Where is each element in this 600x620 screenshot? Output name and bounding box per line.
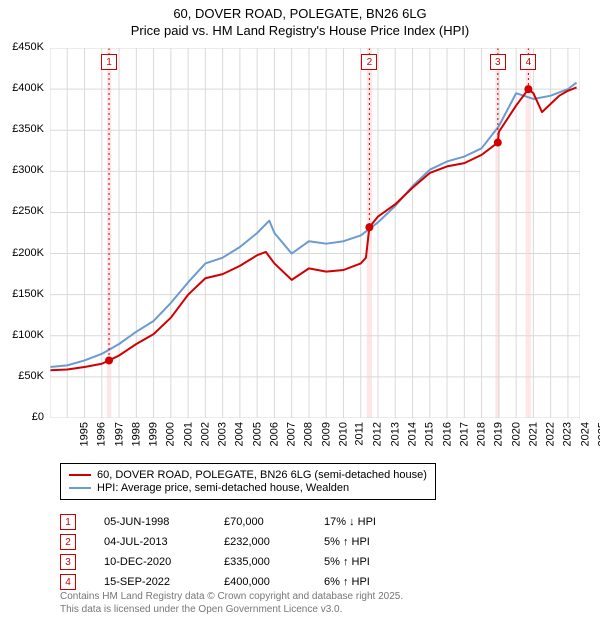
x-tick-label: 2024 — [579, 422, 591, 446]
sale-price: £400,000 — [224, 576, 324, 588]
footer-line-1: Contains HM Land Registry data © Crown c… — [60, 590, 403, 603]
y-tick-label: £50K — [0, 370, 44, 382]
sales-table: 1 05-JUN-1998£70,00017% ↓ HPI 2 04-JUL-2013… — [60, 510, 384, 594]
legend-label: 60, DOVER ROAD, POLEGATE, BN26 6LG (semi… — [97, 469, 427, 481]
sale-index: 2 — [60, 534, 76, 550]
sale-price: £70,000 — [224, 516, 324, 528]
x-tick-label: 2000 — [165, 422, 177, 446]
sale-row: 4 15-SEP-2022£400,0006% ↑ HPI — [60, 574, 384, 590]
sale-pct: 5% ↑ HPI — [324, 556, 384, 568]
x-tick-label: 2006 — [268, 422, 280, 446]
x-tick-label: 2009 — [320, 422, 332, 446]
x-tick-label: 2017 — [458, 422, 470, 446]
sale-date: 15-SEP-2022 — [104, 576, 224, 588]
chart-container: 60, DOVER ROAD, POLEGATE, BN26 6LG Price… — [0, 0, 600, 620]
x-tick-label: 2014 — [406, 422, 418, 446]
sale-pct: 17% ↓ HPI — [324, 516, 384, 528]
y-tick-label: £400K — [0, 82, 44, 94]
sale-pct: 6% ↑ HPI — [324, 576, 384, 588]
x-tick-label: 2004 — [234, 422, 246, 446]
sale-flag: 1 — [101, 54, 117, 70]
sale-row: 2 04-JUL-2013£232,0005% ↑ HPI — [60, 534, 384, 550]
x-tick-label: 2002 — [199, 422, 211, 446]
sale-price: £232,000 — [224, 536, 324, 548]
x-tick-label: 2015 — [424, 422, 436, 446]
y-tick-label: £450K — [0, 41, 44, 53]
y-tick-label: £250K — [0, 205, 44, 217]
legend-swatch — [69, 474, 91, 476]
y-tick-label: £100K — [0, 329, 44, 341]
x-tick-label: 2025 — [596, 422, 600, 446]
footer: Contains HM Land Registry data © Crown c… — [60, 590, 403, 616]
x-tick-label: 2023 — [562, 422, 574, 446]
x-tick-label: 2021 — [527, 422, 539, 446]
x-tick-label: 2001 — [182, 422, 194, 446]
footer-line-2: This data is licensed under the Open Gov… — [60, 603, 403, 616]
sale-price: £335,000 — [224, 556, 324, 568]
y-tick-label: £350K — [0, 123, 44, 135]
x-tick-label: 2019 — [493, 422, 505, 446]
x-tick-label: 2005 — [251, 422, 263, 446]
sale-flag: 4 — [520, 54, 536, 70]
x-tick-label: 2013 — [389, 422, 401, 446]
x-tick-label: 2008 — [303, 422, 315, 446]
title-main: 60, DOVER ROAD, POLEGATE, BN26 6LG — [0, 6, 600, 21]
legend-label: HPI: Average price, semi-detached house,… — [97, 482, 349, 494]
x-tick-label: 2011 — [354, 422, 366, 446]
title-sub: Price paid vs. HM Land Registry's House … — [0, 23, 600, 38]
legend: 60, DOVER ROAD, POLEGATE, BN26 6LG (semi… — [60, 463, 436, 500]
plot-area — [50, 48, 580, 418]
x-tick-label: 1995 — [78, 422, 90, 446]
y-tick-label: £300K — [0, 164, 44, 176]
x-tick-label: 2007 — [286, 422, 298, 446]
y-tick-label: £0 — [0, 411, 44, 423]
sale-index: 4 — [60, 574, 76, 590]
x-tick-label: 2003 — [217, 422, 229, 446]
y-tick-label: £150K — [0, 288, 44, 300]
sale-row: 3 10-DEC-2020£335,0005% ↑ HPI — [60, 554, 384, 570]
legend-item: HPI: Average price, semi-detached house,… — [69, 482, 427, 494]
x-tick-label: 2018 — [476, 422, 488, 446]
sale-flag: 2 — [361, 54, 377, 70]
titles: 60, DOVER ROAD, POLEGATE, BN26 6LG Price… — [0, 0, 600, 38]
sale-flag: 3 — [490, 54, 506, 70]
sale-pct: 5% ↑ HPI — [324, 536, 384, 548]
x-tick-label: 2016 — [441, 422, 453, 446]
x-tick-label: 1996 — [96, 422, 108, 446]
x-tick-label: 2020 — [510, 422, 522, 446]
sale-row: 1 05-JUN-1998£70,00017% ↓ HPI — [60, 514, 384, 530]
legend-item: 60, DOVER ROAD, POLEGATE, BN26 6LG (semi… — [69, 469, 427, 481]
sale-index: 3 — [60, 554, 76, 570]
x-tick-label: 2012 — [372, 422, 384, 446]
x-tick-label: 1998 — [130, 422, 142, 446]
sale-date: 10-DEC-2020 — [104, 556, 224, 568]
x-tick-label: 2010 — [337, 422, 349, 446]
x-tick-label: 2022 — [545, 422, 557, 446]
x-tick-label: 1997 — [113, 422, 125, 446]
sale-date: 04-JUL-2013 — [104, 536, 224, 548]
y-tick-label: £200K — [0, 247, 44, 259]
sale-index: 1 — [60, 514, 76, 530]
legend-swatch — [69, 487, 91, 489]
x-tick-label: 1999 — [148, 422, 160, 446]
sale-date: 05-JUN-1998 — [104, 516, 224, 528]
